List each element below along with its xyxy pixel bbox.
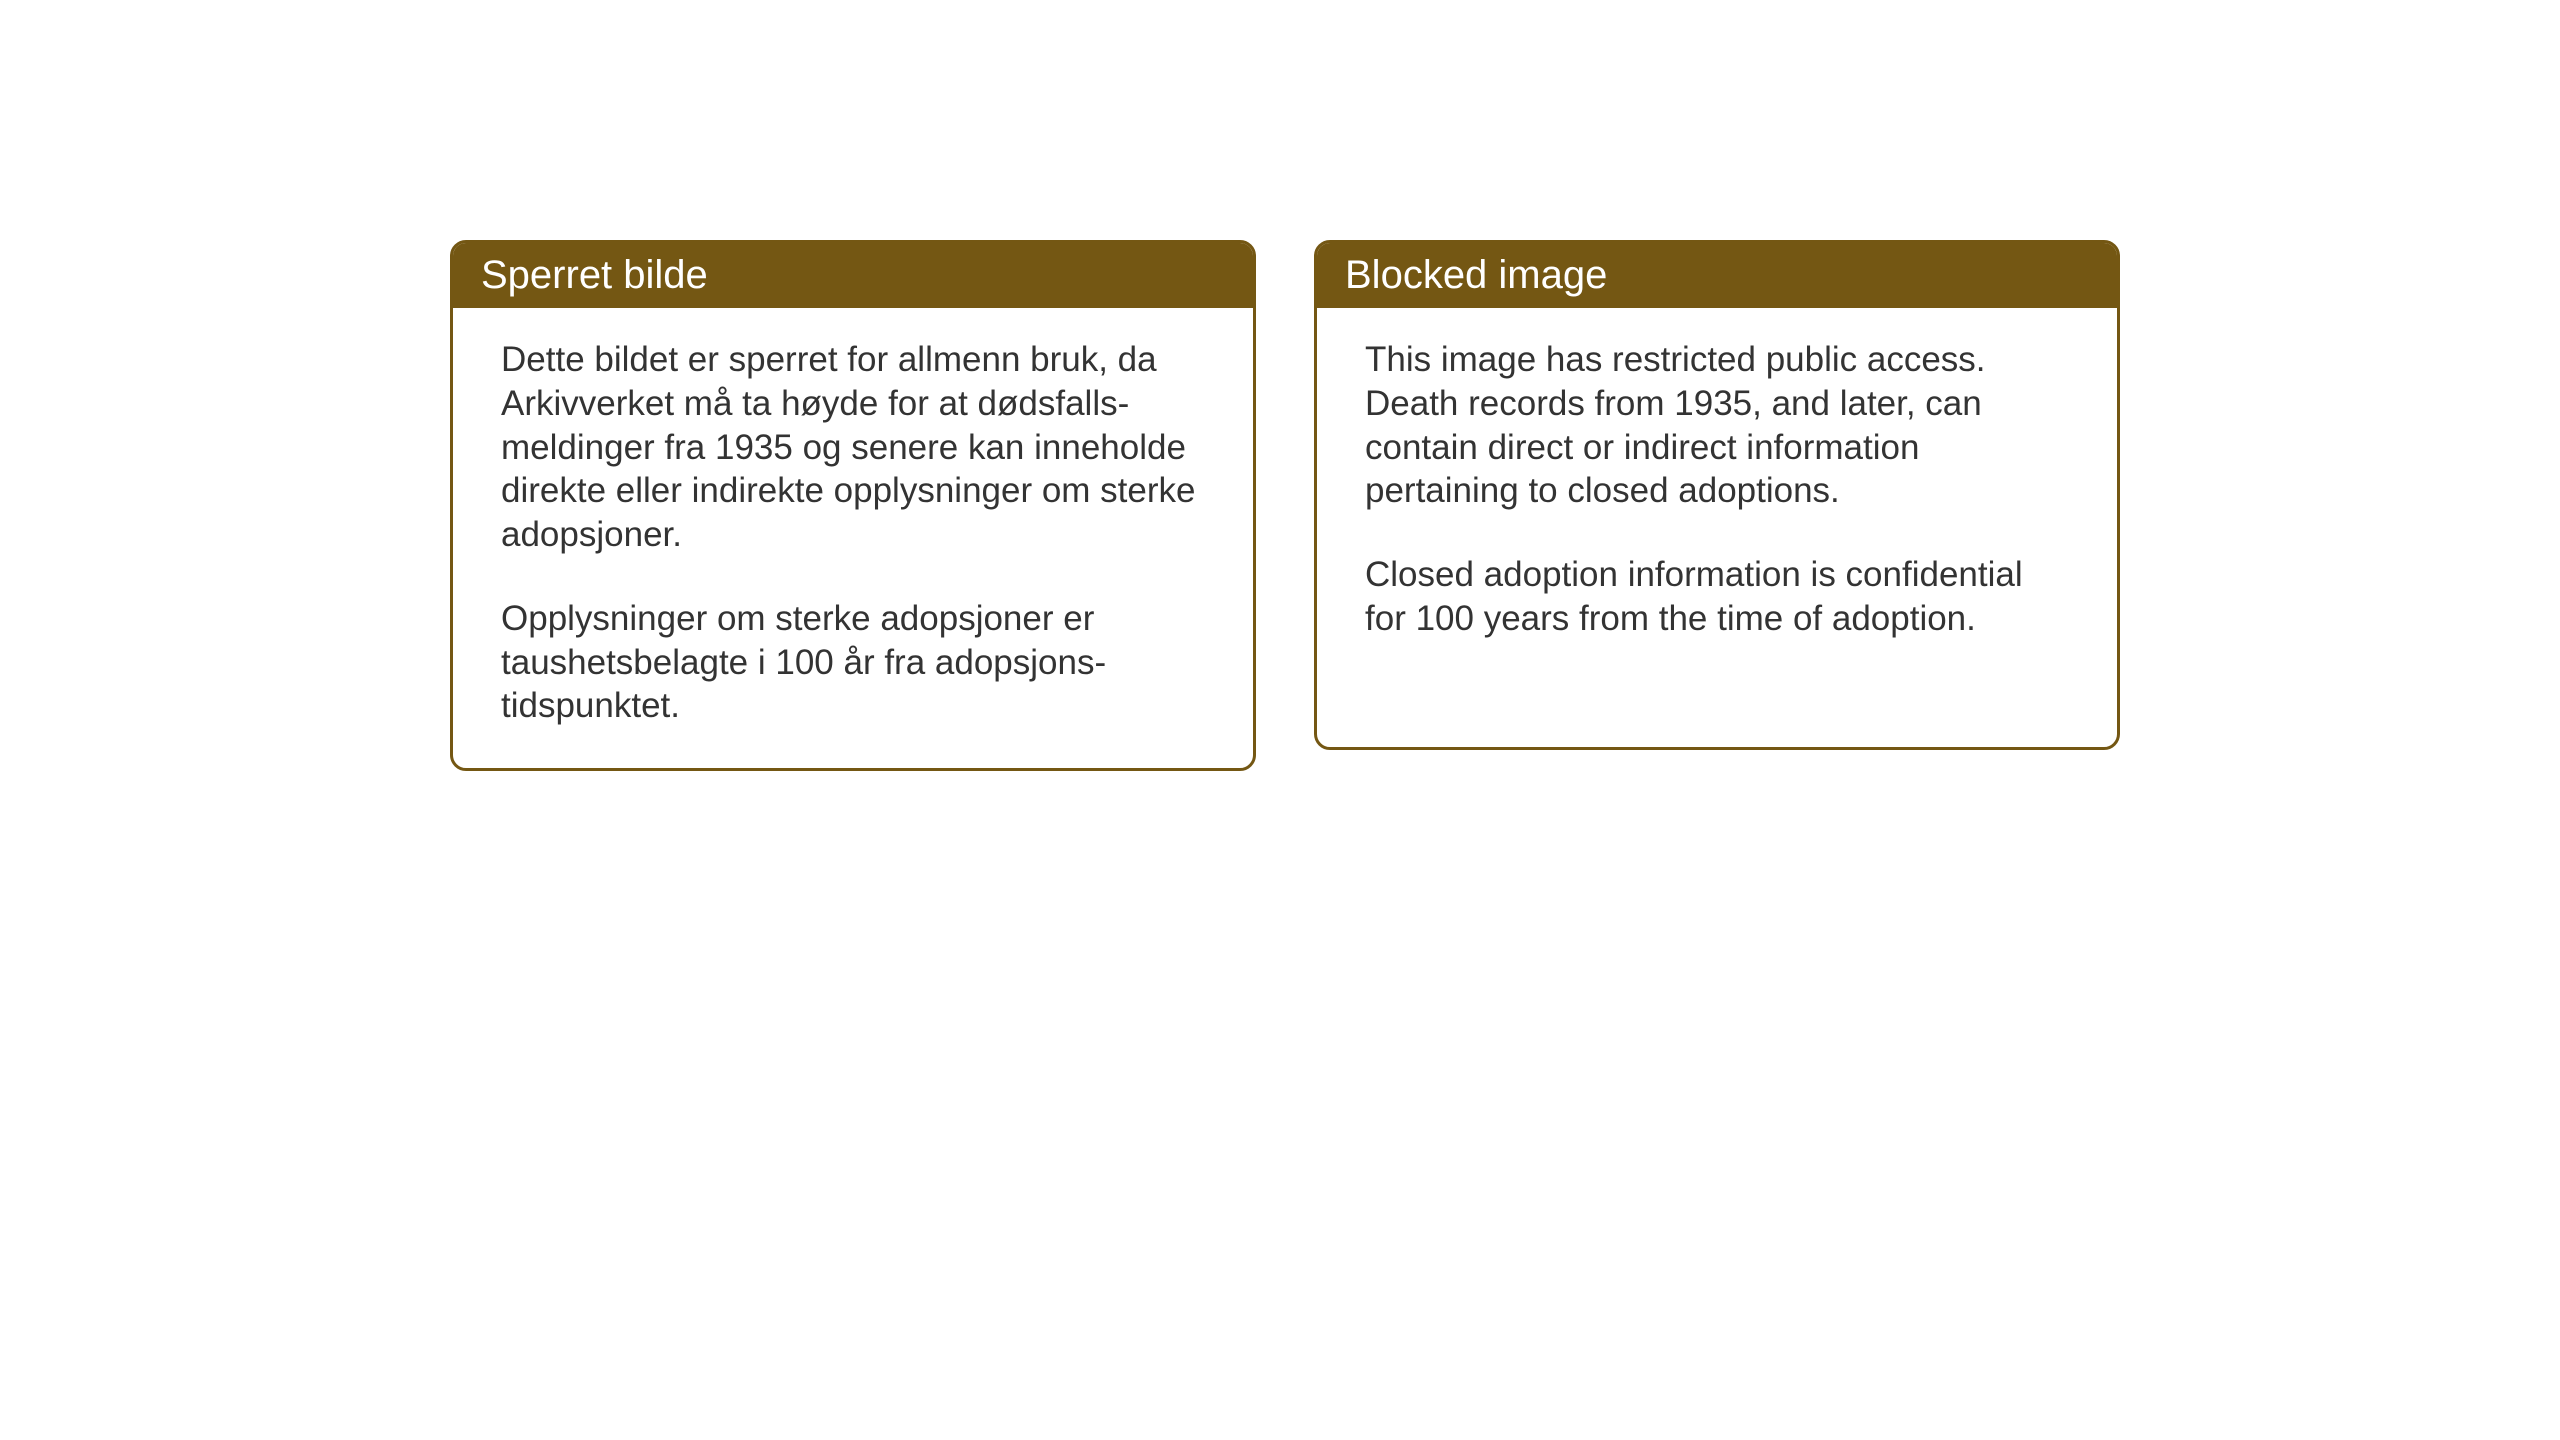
notice-header-norwegian: Sperret bilde [453, 243, 1253, 308]
notice-body-norwegian: Dette bildet er sperret for allmenn bruk… [453, 308, 1253, 768]
notice-title-english: Blocked image [1345, 253, 1607, 297]
notice-title-norwegian: Sperret bilde [481, 253, 708, 297]
notice-paragraph-1-english: This image has restricted public access.… [1365, 338, 2069, 513]
notice-paragraph-2-english: Closed adoption information is confident… [1365, 553, 2069, 641]
notice-body-english: This image has restricted public access.… [1317, 308, 2117, 681]
notice-container: Sperret bilde Dette bildet er sperret fo… [450, 240, 2120, 771]
notice-paragraph-1-norwegian: Dette bildet er sperret for allmenn bruk… [501, 338, 1205, 557]
notice-header-english: Blocked image [1317, 243, 2117, 308]
notice-card-norwegian: Sperret bilde Dette bildet er sperret fo… [450, 240, 1256, 771]
notice-paragraph-2-norwegian: Opplysninger om sterke adopsjoner er tau… [501, 597, 1205, 728]
notice-card-english: Blocked image This image has restricted … [1314, 240, 2120, 750]
